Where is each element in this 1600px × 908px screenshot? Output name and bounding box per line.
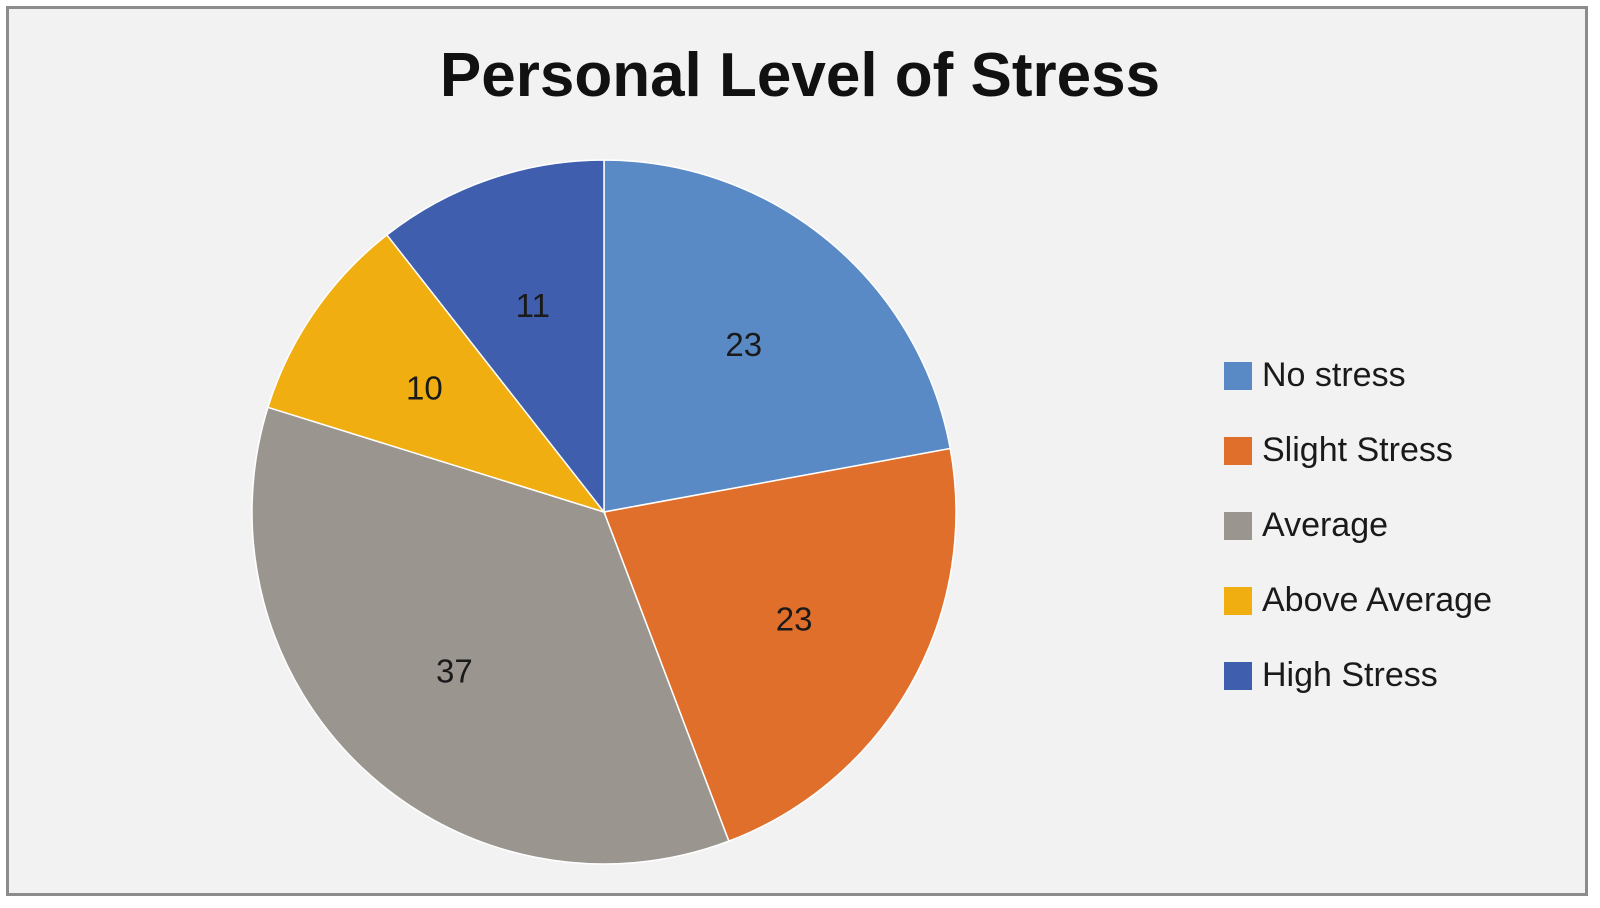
legend-label-no-stress: No stress [1262,356,1406,394]
legend-item-high-stress: High Stress [1224,638,1492,713]
legend-swatch-above-average [1224,586,1252,615]
data-label-no-stress: 23 [725,326,762,363]
data-label-slight-stress: 23 [776,601,813,638]
pie-slices [251,159,957,865]
legend-label-high-stress: High Stress [1262,656,1438,694]
legend-swatch-high-stress [1224,661,1252,690]
legend-swatch-no-stress [1224,361,1252,390]
legend-label-above-average: Above Average [1262,581,1492,619]
legend-swatch-average [1224,511,1252,540]
pie-slice-average [251,406,730,865]
data-label-average: 37 [436,652,473,689]
pie-slice-high-stress [385,159,605,515]
legend-label-slight-stress: Slight Stress [1262,431,1453,469]
legend-item-average: Average [1224,488,1492,563]
pie-slice-no-stress [603,159,952,513]
legend: No stress Slight Stress Average Above Av… [1224,338,1492,713]
pie-data-labels: 23 23 37 10 11 [406,287,812,689]
legend-item-no-stress: No stress [1224,338,1492,413]
legend-item-slight-stress: Slight Stress [1224,413,1492,488]
pie-slice-above-average [266,233,607,514]
legend-label-average: Average [1262,506,1389,544]
chart-title: Personal Level of Stress [439,41,1161,110]
data-label-above-average: 10 [406,370,443,407]
legend-swatch-slight-stress [1224,436,1252,465]
data-label-high-stress: 11 [516,287,550,324]
legend-item-above-average: Above Average [1224,563,1492,638]
